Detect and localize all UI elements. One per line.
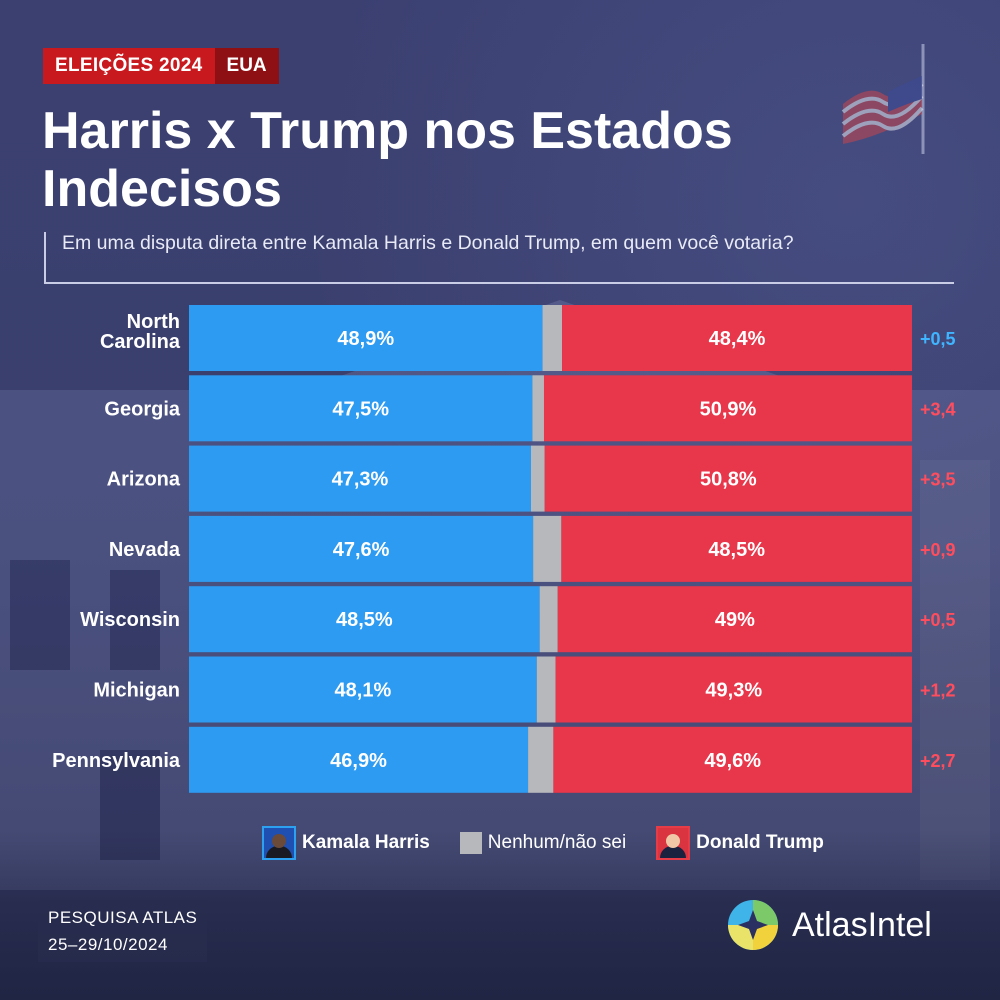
tag-elections: ELEIÇÕES 2024 — [43, 48, 215, 84]
bar-value-label-trump: 49,6% — [704, 750, 761, 772]
bar-segment-trump — [543, 375, 912, 442]
bar-segment-trump — [562, 305, 912, 371]
category-label: Nevada — [109, 539, 181, 561]
lead-margin-label: +0,5 — [920, 329, 956, 349]
bar-segment-harris — [189, 656, 537, 723]
bar-segment-none — [536, 656, 556, 723]
bar-value-label-harris: 46,9% — [330, 750, 387, 772]
category-label: Arizona — [107, 469, 181, 491]
legend-swatch-none — [459, 832, 482, 854]
bar-segment-trump — [553, 726, 912, 793]
bar-segment-trump — [557, 586, 912, 653]
lead-margin-label: +0,9 — [920, 540, 956, 560]
source-note: PESQUISA ATLAS 25–29/10/2024 — [38, 900, 208, 962]
legend-label-none: Nenhum/não sei — [487, 832, 627, 853]
bar-value-label-trump: 48,4% — [709, 328, 766, 350]
bar-segment-none — [539, 586, 558, 653]
legend-item-harris: Kamala Harris — [262, 826, 430, 860]
subtitle-frame: Em uma disputa direta entre Kamala Harri… — [44, 232, 954, 284]
atlasintel-logo-icon — [728, 900, 778, 950]
question-subtitle: Em uma disputa direta entre Kamala Harri… — [62, 232, 794, 254]
source-line-1: PESQUISA ATLAS — [48, 908, 198, 927]
legend: Kamala Harris Nenhum/não sei Donald Trum… — [262, 826, 854, 860]
category-label: Wisconsin — [80, 609, 180, 631]
category-label: Michigan — [93, 680, 180, 702]
legend-item-trump: Donald Trump — [656, 826, 824, 860]
lead-margin-label: +3,4 — [920, 399, 956, 419]
category-tags: ELEIÇÕES 2024 EUA — [43, 48, 279, 84]
bar-value-label-trump: 49,3% — [705, 680, 762, 702]
category-label: Pennsylvania — [52, 750, 181, 772]
bar-value-label-harris: 47,3% — [332, 469, 389, 491]
bar-value-label-trump: 49% — [715, 609, 755, 631]
bar-value-label-harris: 47,5% — [332, 398, 389, 420]
bar-segment-none — [532, 375, 544, 442]
atlasintel-logo: AtlasIntel — [726, 898, 932, 952]
bar-segment-none — [530, 445, 545, 512]
bar-segment-trump — [561, 515, 912, 582]
us-flag-icon — [841, 44, 925, 154]
page-title: Harris x Trump nos Estados Indecisos — [42, 102, 733, 218]
lead-margin-label: +0,5 — [920, 610, 956, 630]
category-label: North Carolina — [100, 311, 181, 353]
bar-segment-harris — [189, 375, 533, 442]
legend-label-trump: Donald Trump — [696, 832, 824, 853]
bar-value-label-trump: 50,9% — [700, 398, 757, 420]
lead-margin-label: +1,2 — [920, 681, 956, 701]
bar-segment-none — [542, 305, 563, 371]
lead-margin-label: +2,7 — [920, 751, 956, 771]
bar-segment-harris — [189, 515, 534, 582]
bar-segment-trump — [544, 445, 912, 512]
legend-item-none: Nenhum/não sei — [459, 832, 627, 854]
bar-value-label-harris: 48,1% — [335, 680, 392, 702]
legend-label-harris: Kamala Harris — [302, 832, 430, 853]
bar-value-label-trump: 48,5% — [708, 539, 765, 561]
bar-value-label-harris: 47,6% — [333, 539, 390, 561]
brand-name: AtlasIntel — [792, 905, 932, 944]
bar-segment-harris — [189, 586, 540, 653]
bar-segment-trump — [555, 656, 912, 723]
tag-country: EUA — [214, 48, 279, 84]
bar-value-label-trump: 50,8% — [700, 469, 757, 491]
bar-segment-none — [528, 726, 554, 793]
bar-value-label-harris: 48,9% — [337, 328, 394, 350]
bar-segment-none — [533, 515, 562, 582]
category-label: Georgia — [104, 398, 180, 420]
bar-segment-harris — [189, 726, 529, 793]
lead-margin-label: +3,5 — [920, 470, 956, 490]
bar-segment-harris — [189, 305, 543, 371]
bar-segment-harris — [189, 445, 531, 512]
harris-avatar-icon — [262, 826, 296, 860]
trump-avatar-icon — [656, 826, 691, 860]
bar-value-label-harris: 48,5% — [336, 609, 393, 631]
source-line-2: 25–29/10/2024 — [48, 935, 168, 954]
